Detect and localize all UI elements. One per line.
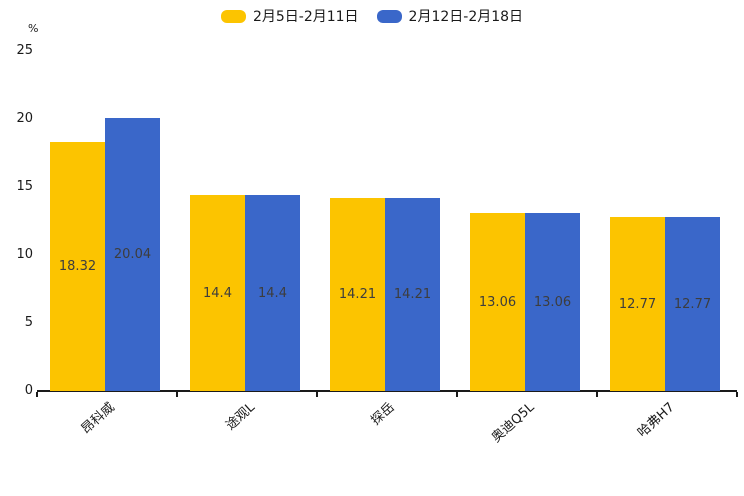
bar-value-label: 12.77 — [618, 296, 657, 312]
bar-value-label: 14.21 — [338, 286, 377, 302]
y-axis-unit-label: % — [28, 22, 39, 35]
y-axis-tick-label: 20 — [16, 111, 33, 126]
x-axis-tick — [736, 392, 738, 397]
bar-value-label: 14.21 — [393, 286, 432, 302]
bar-value-label: 14.4 — [258, 285, 287, 301]
x-axis-tick — [316, 392, 318, 397]
legend-item-week1: 2月5日-2月11日 — [220, 6, 359, 26]
y-axis-tick-label: 10 — [16, 247, 33, 262]
x-axis-label-哈弗H7: 哈弗H7 — [634, 399, 678, 441]
bar-series2-探岳: 14.21 — [385, 197, 440, 391]
x-axis-label-途观L: 途观L — [222, 399, 258, 434]
x-axis-label-奥迪Q5L: 奥迪Q5L — [489, 399, 538, 446]
bar-series1-奥迪Q5L: 13.06 — [470, 213, 525, 391]
y-axis-tick-label: 25 — [16, 43, 33, 58]
bar-series2-途观L: 14.4 — [245, 195, 300, 391]
x-axis-tick — [456, 392, 458, 397]
x-axis-tick — [36, 392, 38, 397]
legend-label-week2: 2月12日-2月18日 — [408, 9, 524, 25]
legend-swatch-blue — [376, 9, 402, 23]
legend-item-week2: 2月12日-2月18日 — [376, 6, 524, 26]
legend-swatch-yellow — [220, 9, 246, 23]
y-axis-tick-label: 5 — [24, 315, 33, 330]
bar-value-label: 13.06 — [478, 294, 517, 310]
legend-label-week1: 2月5日-2月11日 — [252, 9, 359, 25]
bar-series2-昂科威: 20.04 — [105, 118, 160, 391]
bar-value-label: 14.4 — [203, 285, 232, 301]
bar-series1-昂科威: 18.32 — [50, 141, 105, 391]
x-axis-tick — [596, 392, 598, 397]
y-axis-tick-label: 15 — [16, 179, 33, 194]
bar-series2-奥迪Q5L: 13.06 — [525, 213, 580, 391]
bar-value-label: 13.06 — [533, 294, 572, 310]
bar-series2-哈弗H7: 12.77 — [665, 217, 720, 391]
bar-value-label: 12.77 — [673, 296, 712, 312]
bar-series1-哈弗H7: 12.77 — [610, 217, 665, 391]
x-axis-line — [37, 390, 737, 392]
x-axis-label-探岳: 探岳 — [368, 399, 398, 429]
bar-value-label: 20.04 — [113, 247, 152, 263]
y-axis-tick-label: 0 — [24, 383, 33, 398]
x-axis-label-昂科威: 昂科威 — [78, 399, 118, 438]
x-axis-tick — [176, 392, 178, 397]
bar-series1-途观L: 14.4 — [190, 195, 245, 391]
bar-value-label: 18.32 — [58, 258, 97, 274]
bar-series1-探岳: 14.21 — [330, 197, 385, 391]
legend: 2月5日-2月11日 2月12日-2月18日 — [0, 6, 744, 26]
